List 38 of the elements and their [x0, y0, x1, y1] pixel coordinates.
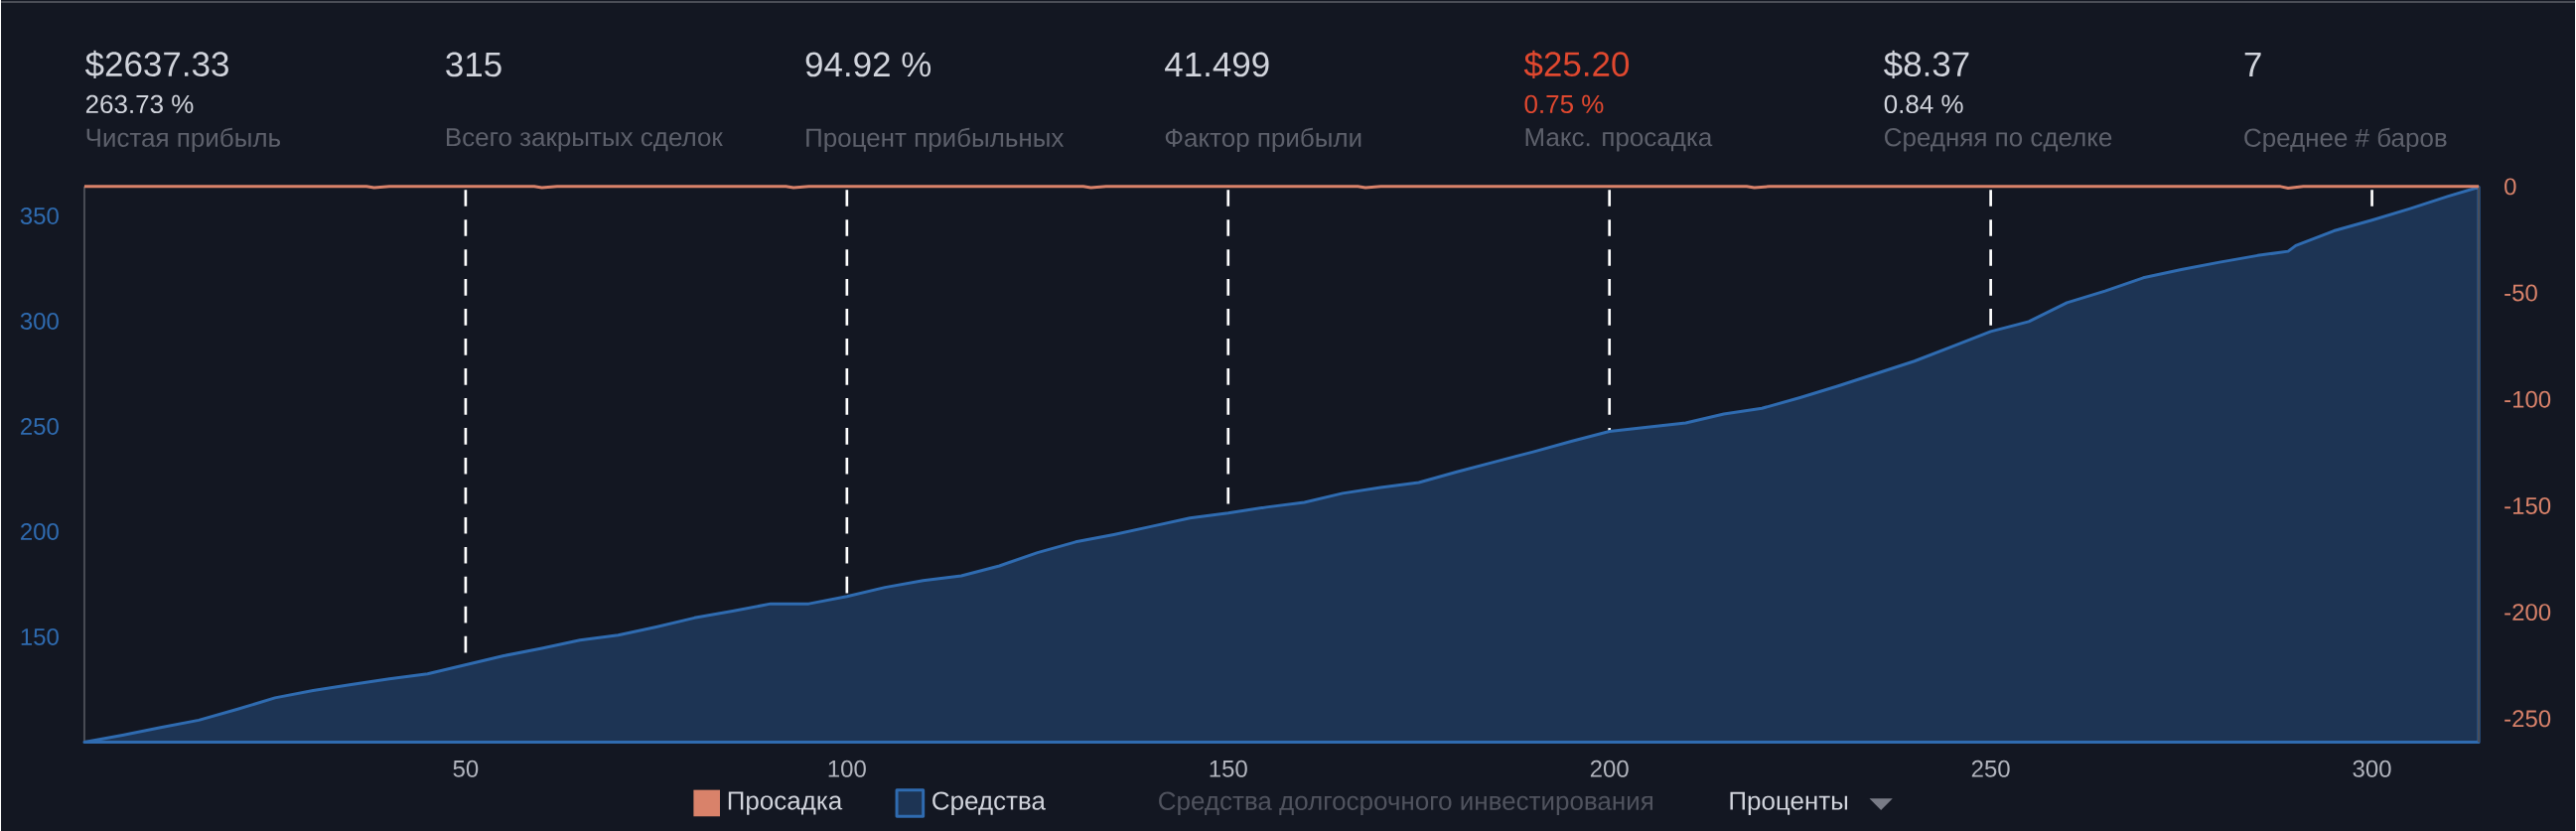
y-tick-label: 300: [20, 312, 59, 330]
category-label: Средняя по сделке: [1885, 127, 2112, 152]
x-tick-label: 200: [1590, 760, 1629, 777]
data-label: 315: [446, 52, 501, 77]
data-label: $2637.33: [84, 50, 228, 78]
text: Проценты: [1730, 791, 1848, 815]
x-tick-label: 150: [1210, 760, 1247, 777]
text: Средства долгосрочного инвестирования: [1159, 791, 1652, 815]
category-label: Процент прибыльных: [806, 127, 1065, 152]
data-label: 0.75 %: [1524, 94, 1604, 113]
category-label: Макс. просадка: [1525, 128, 1713, 152]
category-label: Всего закрытых сделок: [446, 128, 723, 152]
x-tick-label: 250: [1971, 760, 2010, 777]
data-label: 94.92 %: [805, 52, 931, 77]
x-tick-label: 50: [453, 760, 479, 777]
y-tick-label: 250: [21, 417, 59, 435]
data-label: 41.499: [1165, 52, 1269, 77]
category-label: Фактор прибыли: [1165, 127, 1361, 152]
y2-tick-label: -50: [2504, 284, 2537, 302]
y2-tick-label: -150: [2504, 496, 2551, 514]
data-label: 0.84 %: [1884, 94, 1963, 113]
category-label: Чистая прибыль: [86, 127, 281, 152]
data-label: 7: [2244, 52, 2261, 76]
category-label: Среднее # баров: [2244, 127, 2447, 152]
y-tick-label: 150: [21, 627, 59, 645]
y2-tick-label: -100: [2504, 390, 2551, 408]
x-tick-label: 300: [2353, 760, 2391, 777]
x-tick-label: 100: [828, 760, 866, 777]
legend-label: Просадка: [728, 791, 843, 815]
y2-tick-label: -200: [2504, 604, 2551, 621]
data-label: $8.37: [1884, 50, 1969, 78]
y2-tick-label: 0: [2504, 178, 2516, 196]
legend-label: Средства: [932, 791, 1046, 815]
y2-tick-label: -250: [2504, 710, 2551, 728]
y-tick-label: 200: [21, 522, 59, 540]
data-label: $25.20: [1523, 50, 1630, 78]
y-tick-label: 350: [20, 207, 59, 224]
data-label: 263.73 %: [85, 94, 194, 113]
